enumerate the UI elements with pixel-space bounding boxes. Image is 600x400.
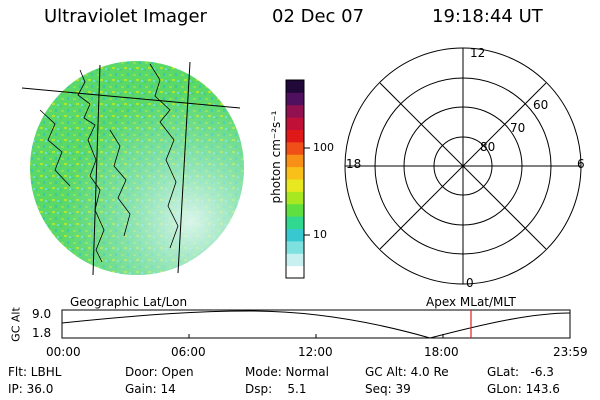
colorbar-segment: [286, 216, 304, 229]
mlt-label-0: 0: [466, 276, 474, 290]
mlt-label-12: 12: [470, 46, 486, 60]
instrument-title: Ultraviolet Imager: [44, 6, 207, 27]
colorbar-segment: [286, 166, 304, 180]
colorbar-segment: [286, 154, 304, 168]
altitude-axis-label: GC Alt: [9, 307, 23, 342]
mlt-label-18: 18: [346, 157, 362, 171]
colorbar-tick-100: 100: [313, 141, 334, 154]
colorbar-segment: [286, 129, 304, 143]
colorbar-segment: [286, 80, 304, 93]
color-scale-bar: [285, 79, 305, 279]
altitude-min-label: 1.8: [32, 326, 52, 340]
time-tick-2359: 23:59: [553, 345, 588, 359]
uv-earth-image: [21, 61, 244, 276]
mode-info: Mode: Normal: [245, 365, 329, 379]
observation-time: 19:18:44 UT: [432, 6, 543, 27]
mlat-label-80: 80: [480, 140, 496, 154]
observation-date: 02 Dec 07: [272, 6, 365, 27]
dsp-info: Dsp: 5.1: [245, 382, 307, 396]
glat-info: GLat: -6.3: [487, 365, 554, 379]
seq-info: Seq: 39: [365, 382, 411, 396]
colorbar-segment: [286, 240, 304, 254]
door-info: Door: Open: [125, 365, 194, 379]
colorbar-units-label: photon cm⁻²s⁻¹: [269, 110, 283, 204]
altitude-plot: [61, 309, 571, 339]
time-tick-1800: 18:00: [424, 345, 459, 359]
polar-mlat-mlt-plot: [344, 47, 582, 285]
time-tick-0000: 00:00: [46, 345, 81, 359]
gc-alt-info: GC Alt: 4.0 Re: [365, 365, 449, 379]
colorbar-border: [285, 79, 305, 279]
glon-info: GLon: 143.6: [487, 382, 560, 396]
colorbar-segment: [286, 228, 304, 242]
mlat-label-60: 60: [533, 98, 549, 112]
time-tick-0600: 06:00: [171, 345, 206, 359]
gain-info: Gain: 14: [125, 382, 176, 396]
colorbar-segment: [286, 92, 304, 106]
filter-info: Flt: LBHL: [8, 365, 62, 379]
colorbar-segment: [286, 265, 304, 279]
polar-plot-caption: Apex MLat/MLT: [426, 295, 516, 309]
colorbar-segment: [286, 104, 304, 118]
mlt-label-6: 6: [577, 157, 585, 171]
colorbar-segment: [286, 179, 304, 192]
colorbar-tick-10: 10: [313, 228, 327, 241]
mlat-label-70: 70: [510, 121, 526, 135]
altitude-max-label: 9.0: [32, 307, 52, 321]
colorbar-segment: [286, 117, 304, 130]
colorbar-segment: [286, 203, 304, 217]
time-tick-1200: 12:00: [298, 345, 333, 359]
colorbar-segment: [286, 253, 304, 267]
geo-map-caption: Geographic Lat/Lon: [70, 295, 188, 309]
colorbar-segment: [286, 191, 304, 205]
colorbar-segment: [286, 141, 304, 155]
ip-info: IP: 36.0: [8, 382, 54, 396]
